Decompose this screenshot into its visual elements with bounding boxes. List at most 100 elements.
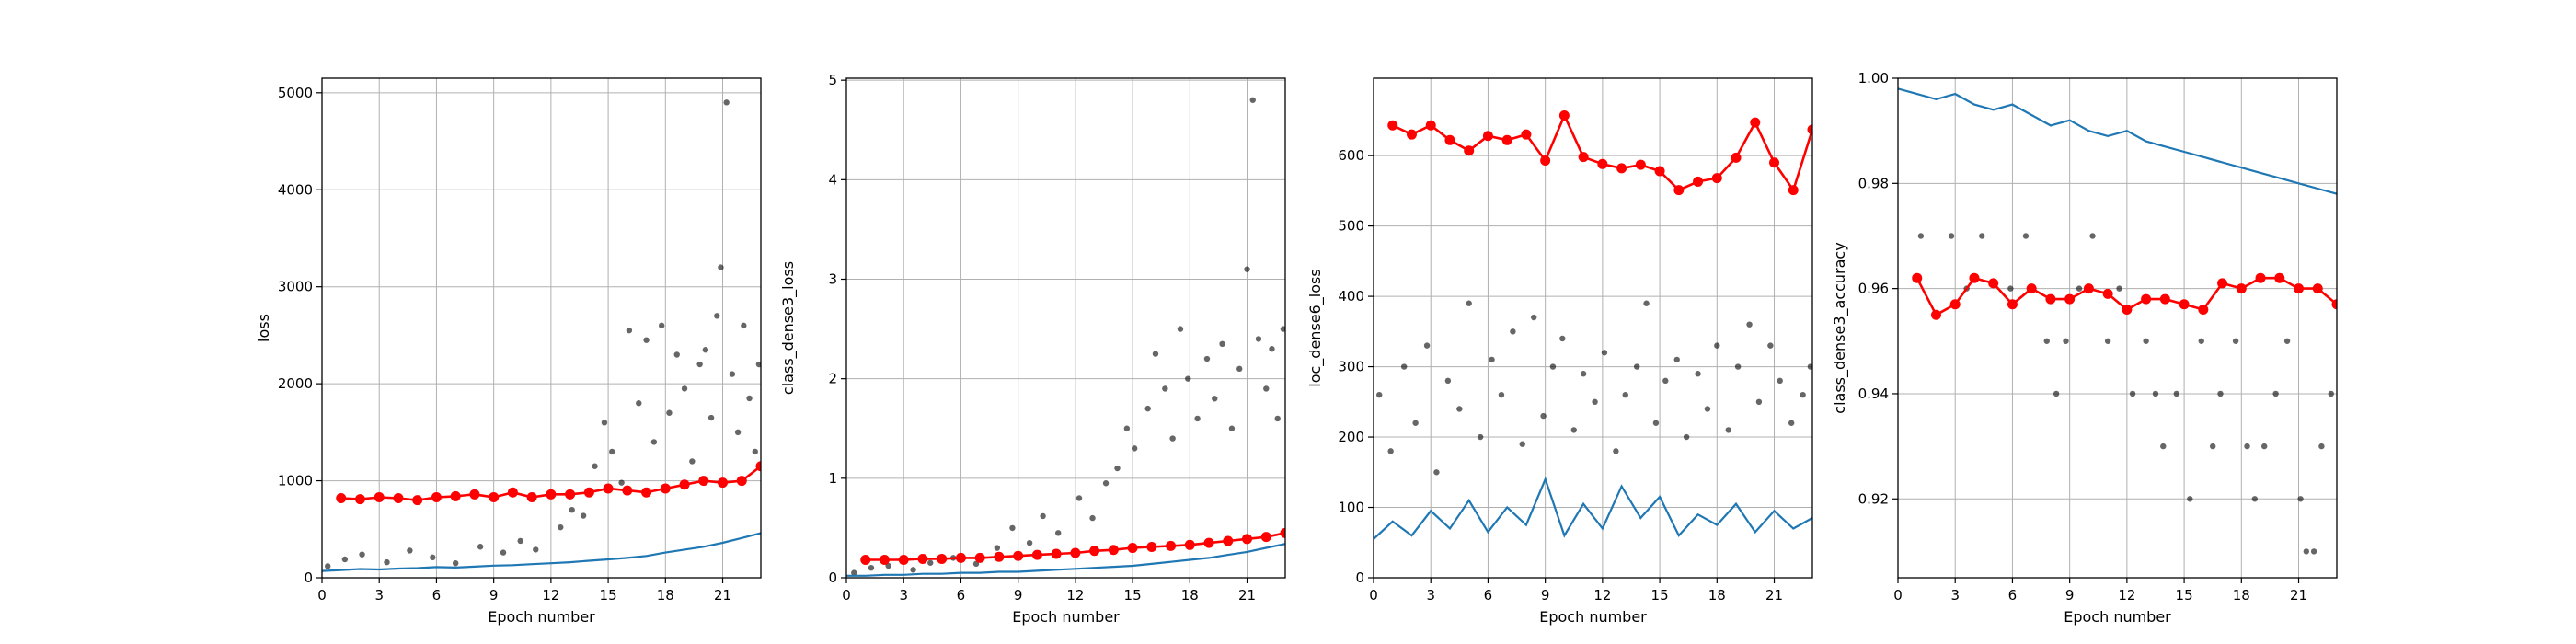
scatter-point [1177,326,1184,332]
epoch-mean-marker [1501,134,1512,145]
scatter-point [341,556,349,563]
epoch-mean-marker [1969,272,1980,283]
epoch-mean-marker [2331,299,2337,310]
epoch-mean-marker [354,494,365,505]
x-tick-label: 6 [1484,587,1493,604]
scatter-point [1498,391,1505,398]
scatter-point [741,322,747,329]
epoch-mean-marker [1260,532,1271,543]
x-tick-label: 9 [1014,587,1023,604]
scatter-point [851,569,857,576]
epoch-mean-marker [2236,283,2247,294]
epoch-mean-marker [2102,288,2113,299]
scatter-point [702,347,709,353]
scatter-point [972,560,980,568]
x-tick-label: 0 [317,587,327,604]
scatter-point [2143,338,2149,344]
epoch-mean-marker [1280,527,1285,538]
scatter-point [1131,445,1138,452]
y-tick-label: 3000 [278,279,313,295]
scatter-point [650,439,658,445]
x-tick-label: 6 [2008,587,2018,604]
scatter-point [2053,390,2060,397]
y-tick-label: 5 [828,72,837,88]
scatter-point [569,506,575,513]
epoch-mean-marker [1242,534,1253,545]
scatter-point [689,458,696,465]
scatter-point [1089,514,1096,522]
epoch-mean-marker [1521,129,1532,140]
scatter-point [2198,338,2204,344]
train-line [322,532,761,572]
scatter-point [1212,396,1218,402]
epoch-mean-marker [1013,550,1024,561]
epoch-mean-marker [2045,293,2056,305]
scatter-point [1613,448,1619,454]
epoch-mean-marker [974,552,985,563]
epoch-mean-marker [336,493,347,504]
scatter-point [643,337,650,343]
scatter-point [2232,338,2239,344]
epoch-mean-marker [603,483,614,494]
scatter-point [1169,435,1176,442]
scatter-point [1948,233,1955,239]
scatter-point [1433,469,1440,476]
scatter-point [1228,425,1236,431]
scatter-point [1800,391,1806,398]
epoch-mean-marker [679,479,690,490]
epoch-mean-marker [2064,293,2076,305]
epoch-mean-marker [2141,293,2152,305]
scatter-point [1746,321,1753,328]
epoch-mean-marker [1949,299,1961,310]
x-tick-label: 12 [542,587,559,604]
scatter-point [1274,415,1281,422]
scatter-point [1144,405,1151,412]
epoch-mean-marker [1673,185,1685,196]
scatter-point [2063,338,2069,344]
scatter-point [885,562,891,569]
x-tick-label: 15 [1651,587,1669,604]
y-axis-label: class_dense3_accuracy [1831,242,1849,413]
y-tick-label: 2000 [278,375,313,392]
scatter-point [1162,385,1168,392]
scatter-point [2260,443,2268,450]
scatter-point [1376,391,1383,398]
scatter-point [1643,300,1650,306]
scatter-point [1652,420,1660,426]
scatter-point [927,559,934,566]
axes-frame [1897,77,2338,579]
scatter-point [1456,406,1463,412]
x-tick-label: 0 [842,587,851,604]
axes-frame [321,77,762,579]
epoch-mean-marker [955,552,966,563]
scatter-point [2303,548,2310,555]
epoch-mean-marker [469,489,480,500]
epoch-mean-marker [1635,159,1646,170]
chart-panel-1: 0 3 6 9 12 15 18 21 0 1000 2000 3000 4000 5000 Epoch n… [255,77,762,626]
scatter-point [2251,496,2259,502]
scatter-point [2089,233,2096,239]
epoch-mean-marker [393,493,404,504]
x-tick-label: 18 [1181,587,1199,604]
scatter-point [2022,233,2030,239]
scatter-point [1580,371,1587,377]
x-tick-label: 0 [1893,587,1903,604]
scatter-point [601,420,608,426]
epoch-mean-marker [1540,155,1551,166]
scatter-point [755,361,761,368]
x-tick-label: 9 [1541,587,1550,604]
scatter-point [1203,355,1211,362]
scatter-point [1559,335,1566,342]
x-axis-label: Epoch number [488,608,595,626]
scatter-point [1477,433,1484,441]
x-tick-label: 21 [1238,587,1256,604]
epoch-mean-marker [412,495,423,506]
scatter-point [1263,385,1270,392]
scatter-point [2310,548,2317,555]
scatter-point [1123,425,1131,431]
scatter-point [1040,512,1046,520]
epoch-mean-marker [1578,152,1589,163]
epoch-mean-marker [1127,543,1138,554]
scatter-point [1734,363,1742,370]
scatter-point [477,544,484,550]
